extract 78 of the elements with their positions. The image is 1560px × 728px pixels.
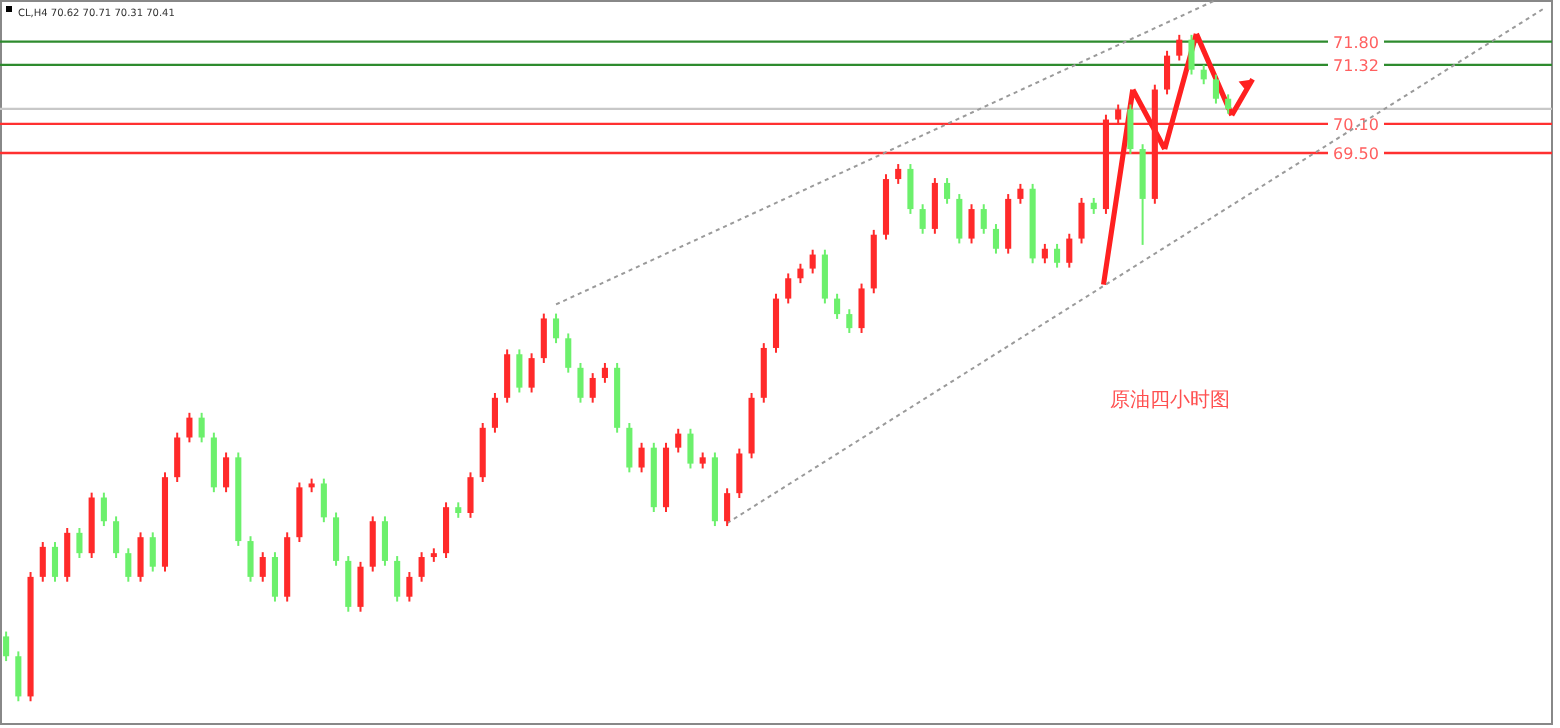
candlestick [675, 427, 682, 454]
candlestick [785, 272, 792, 305]
candlestick [626, 421, 633, 474]
candlestick [540, 312, 547, 364]
candlestick [369, 515, 376, 573]
candlestick [1078, 196, 1085, 245]
candlestick [736, 447, 743, 499]
candlestick [1200, 63, 1207, 86]
candlestick [589, 372, 596, 404]
candlestick [980, 203, 987, 235]
candlestick [944, 177, 951, 205]
candlestick [1225, 93, 1232, 115]
candlestick [113, 515, 120, 559]
candlestick [528, 352, 535, 394]
candlestick [320, 477, 327, 524]
candlestick [406, 571, 413, 603]
y-tick-label: 69.50 [1333, 144, 1379, 163]
candlestick [467, 471, 474, 519]
candlestick [992, 223, 1000, 255]
candlestick [504, 348, 511, 404]
candlestick [357, 560, 364, 613]
candlestick [491, 391, 498, 434]
candlestick [907, 163, 914, 215]
candlestick [1212, 73, 1219, 105]
candlestick [223, 451, 230, 494]
candlestick [565, 332, 572, 374]
candlestick [956, 193, 963, 245]
candlestick [846, 308, 853, 334]
candlestick [394, 555, 401, 603]
candlestick [931, 177, 938, 235]
y-tick-label: 70.10 [1333, 115, 1379, 134]
candlestick [1054, 242, 1061, 269]
candlestick [1127, 103, 1134, 155]
candlestick [895, 163, 902, 185]
candlestick [418, 551, 425, 583]
candlestick [345, 555, 352, 613]
candlestick [601, 361, 608, 384]
candlestick [64, 527, 71, 583]
candlestick [687, 427, 694, 470]
candlestick [137, 531, 144, 583]
candlestick [51, 541, 59, 583]
candlestick [834, 292, 841, 320]
candlestick [797, 262, 804, 285]
annotation: 原油四小时图 [1110, 388, 1230, 412]
candlestick [198, 411, 205, 444]
candlestick [1188, 33, 1195, 76]
candlestick [125, 547, 132, 583]
candlestick [259, 551, 266, 583]
candlestick [76, 527, 83, 559]
y-tick-label: 71.32 [1333, 56, 1379, 75]
candlestick [919, 203, 926, 235]
candlestick [1164, 49, 1171, 96]
candlestick [100, 491, 107, 528]
candlestick [186, 411, 193, 444]
candlestick [15, 650, 22, 703]
candlestick [442, 501, 450, 559]
candlestick [552, 312, 560, 345]
candlestick [3, 630, 10, 663]
y-tick-label: 71.80 [1333, 33, 1379, 52]
candlestick [174, 431, 181, 484]
candlestick [724, 487, 731, 528]
candlestick [858, 282, 865, 334]
candlestick [577, 361, 584, 404]
candlestick [1041, 242, 1048, 265]
candlestick [638, 441, 645, 474]
candlestick [516, 348, 523, 394]
candlestick [381, 515, 388, 567]
candlestick [968, 203, 975, 245]
candlestick [809, 248, 816, 275]
candlestick [1066, 232, 1073, 269]
candlestick [39, 541, 46, 583]
candlestick [1017, 182, 1024, 205]
candlestick [821, 248, 828, 305]
candlestick [149, 531, 156, 573]
candlestick [247, 535, 254, 583]
candlestick [333, 511, 340, 567]
candlestick [1176, 33, 1183, 62]
candlestick [271, 551, 279, 603]
